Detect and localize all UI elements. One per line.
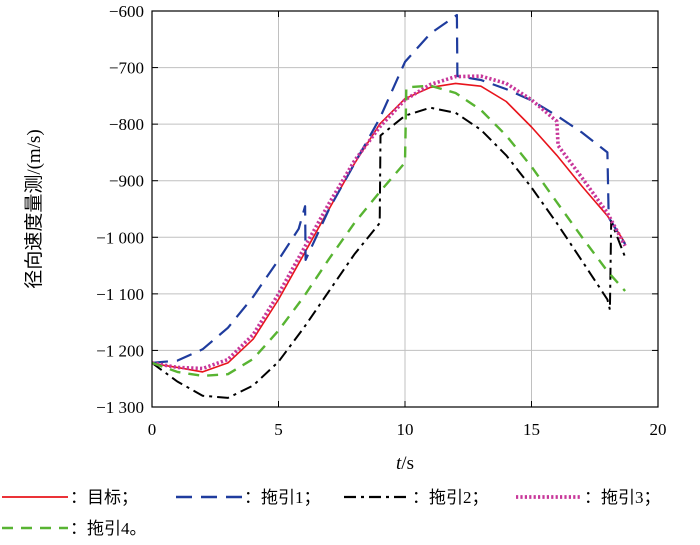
legend-label-5: ：拖引4。 xyxy=(70,519,147,538)
series-line-1 xyxy=(152,82,626,373)
x-axis-title: t/s xyxy=(396,453,414,474)
y-tick-label: −1 000 xyxy=(96,228,144,247)
legend-label-4: ：拖引3； xyxy=(584,488,661,507)
y-tick-label: −1 200 xyxy=(96,341,144,360)
y-tick-label: −700 xyxy=(109,59,144,78)
y-tick-label: −1 100 xyxy=(96,285,144,304)
series-line-2 xyxy=(152,13,627,364)
x-tick-label: 20 xyxy=(650,420,667,439)
y-tick-label: −600 xyxy=(109,2,144,21)
legend-label-3: ：拖引2； xyxy=(412,488,489,507)
y-tick-label: −1 300 xyxy=(96,398,144,417)
y-tick-label: −900 xyxy=(109,172,144,191)
series-line-5 xyxy=(152,84,626,378)
series-group xyxy=(152,13,627,399)
legend-label-1: ：目标； xyxy=(70,488,138,507)
x-tick-label: 0 xyxy=(148,420,157,439)
grid-lines xyxy=(152,11,658,407)
x-tick-label: 15 xyxy=(523,420,540,439)
x-axis-variable: t xyxy=(396,453,402,474)
x-tick-label: 5 xyxy=(274,420,283,439)
x-tick-label: 10 xyxy=(397,420,414,439)
series-line-3 xyxy=(152,106,627,399)
legend: ：目标； ：拖引1； ：拖引2； ：拖引3； ：拖引4。 xyxy=(2,488,661,538)
y-axis-title: 径向速度量测/(m/s) xyxy=(23,129,45,288)
y-tick-label: −800 xyxy=(109,115,144,134)
axis-ticks: 0 5 10 15 20 −1 300 −1 200 −1 100 −1 000 −900 −800… xyxy=(96,2,666,439)
legend-label-2: ：拖引1； xyxy=(244,488,321,507)
x-axis-unit: /s xyxy=(401,453,414,474)
series-line-4 xyxy=(152,74,627,371)
